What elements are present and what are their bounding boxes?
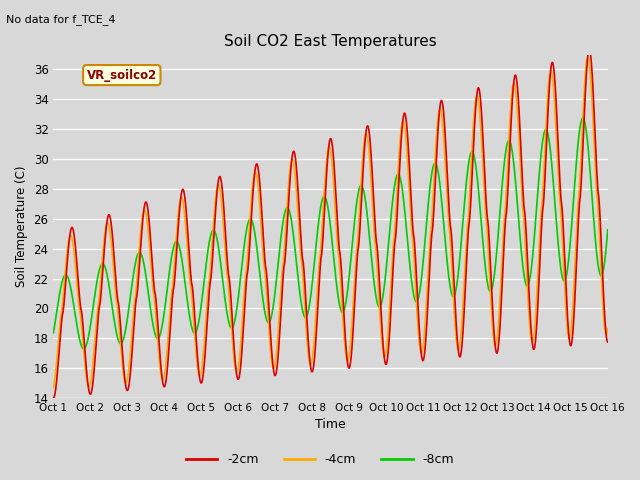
-8cm: [49, 330, 57, 336]
-2cm: [257, 194, 264, 200]
-2cm: [278, 286, 286, 291]
-4cm: [168, 288, 175, 294]
-4cm: [257, 218, 264, 224]
-8cm: [257, 282, 265, 288]
-2cm: [49, 395, 57, 401]
-2cm: [276, 333, 284, 338]
-4cm: [604, 326, 612, 332]
Y-axis label: Soil Temperature (C): Soil Temperature (C): [15, 166, 28, 287]
Text: No data for f_TCE_4: No data for f_TCE_4: [6, 14, 116, 25]
Legend: -2cm, -4cm, -8cm: -2cm, -4cm, -8cm: [181, 448, 459, 471]
-4cm: [278, 266, 286, 272]
X-axis label: Time: Time: [315, 419, 346, 432]
-8cm: [428, 169, 436, 175]
-8cm: [276, 244, 284, 250]
-8cm: [82, 344, 90, 350]
Title: Soil CO2 East Temperatures: Soil CO2 East Temperatures: [224, 34, 437, 49]
-4cm: [584, 55, 591, 60]
-4cm: [49, 384, 57, 390]
-2cm: [168, 304, 175, 310]
-4cm: [81, 365, 89, 371]
-8cm: [80, 346, 88, 352]
Line: -4cm: -4cm: [53, 58, 608, 387]
Line: -8cm: -8cm: [53, 118, 608, 349]
-2cm: [428, 232, 436, 238]
Text: VR_soilco2: VR_soilco2: [86, 69, 157, 82]
-4cm: [428, 216, 436, 222]
-8cm: [279, 222, 287, 228]
Line: -2cm: -2cm: [53, 50, 608, 398]
-8cm: [168, 252, 176, 257]
-4cm: [276, 307, 284, 313]
-2cm: [586, 47, 593, 53]
-2cm: [604, 339, 612, 345]
-2cm: [81, 350, 89, 356]
-8cm: [579, 115, 587, 121]
-8cm: [604, 227, 612, 233]
